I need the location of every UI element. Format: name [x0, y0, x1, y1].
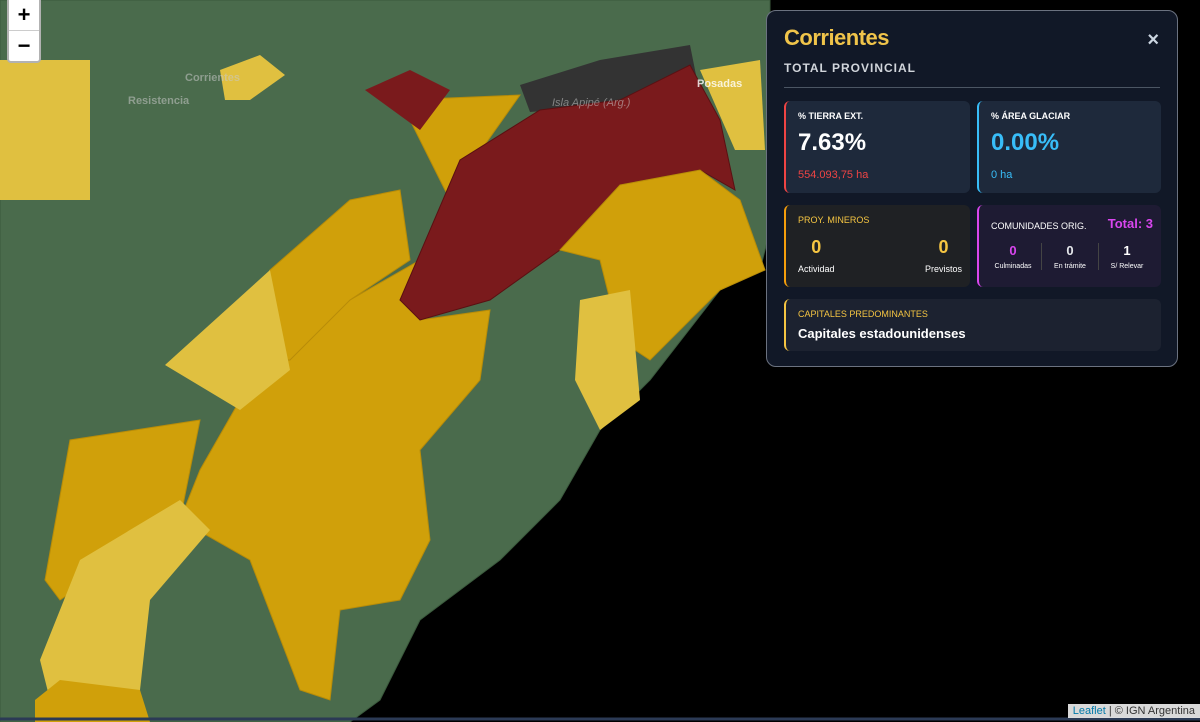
- stat: 0 Previstos: [925, 237, 962, 274]
- card-area: 554.093,75 ha: [798, 169, 869, 181]
- comunidades-card: COMUNIDADES ORIG. Total: 3 0 Culminadas …: [977, 205, 1161, 287]
- card-value: 7.63%: [798, 129, 867, 156]
- stat-label: En trámite: [1054, 263, 1086, 270]
- total: Total: 3: [1107, 216, 1153, 231]
- card-label: CAPITALES PREDOMINANTES: [798, 309, 928, 319]
- stat-value: 0: [938, 237, 949, 257]
- region: [220, 55, 285, 100]
- stat-value: 1: [1123, 243, 1131, 258]
- stats: 0 Culminadas 0 En trámite 1 S/ Relevar: [985, 243, 1155, 270]
- close-button[interactable]: ×: [1147, 29, 1159, 51]
- card-label: % TIERRA EXT.: [798, 111, 864, 121]
- card-value: Capitales estadounidenses: [798, 326, 966, 341]
- stat: 0 Culminadas: [985, 243, 1042, 270]
- stat: 0 Actividad: [798, 237, 835, 274]
- stat-value: 0: [811, 237, 822, 257]
- attribution: Leaflet | © IGN Argentina: [1067, 704, 1200, 718]
- zoom-out[interactable]: −: [9, 30, 39, 61]
- panel-subtitle: TOTAL PROVINCIAL: [784, 61, 1160, 88]
- stat-value: 0: [1066, 243, 1074, 258]
- region: [0, 60, 90, 200]
- info-panel: Corrientes × TOTAL PROVINCIAL % TIERRA E…: [766, 10, 1178, 367]
- map-label: Isla Apipé (Arg.): [552, 97, 631, 109]
- card-label: % ÁREA GLACIAR: [991, 111, 1071, 121]
- stat-label: S/ Relevar: [1110, 263, 1144, 270]
- tierra-card: % TIERRA EXT. 7.63% 554.093,75 ha: [784, 101, 970, 193]
- zoom-in[interactable]: +: [17, 2, 31, 27]
- card-label: PROY. MINEROS: [798, 215, 870, 225]
- region: [44, 419, 201, 601]
- stat: 1 S/ Relevar: [1099, 243, 1155, 270]
- region: [35, 680, 150, 722]
- region: [40, 500, 210, 700]
- stat-label: Culminadas: [994, 263, 1032, 270]
- card-value: 0.00%: [991, 129, 1060, 156]
- panel-title: Corrientes: [784, 25, 890, 50]
- map-label: Posadas: [697, 78, 743, 90]
- region: [399, 64, 736, 321]
- card-area: 0 ha: [991, 169, 1013, 181]
- stat-label: Actividad: [798, 264, 835, 274]
- leaflet-link[interactable]: Leaflet: [1072, 705, 1106, 717]
- region: [575, 290, 640, 430]
- stat-value: 0: [1009, 243, 1017, 258]
- stat-label: Previstos: [924, 264, 962, 274]
- capitales-card: CAPITALES PREDOMINANTES Capitales estado…: [784, 299, 1161, 351]
- map-label: Corrientes: [185, 72, 241, 84]
- region: [179, 94, 521, 701]
- region: [700, 60, 765, 150]
- attribution-text: | © IGN Argentina: [1108, 705, 1195, 717]
- zoom-control: + −: [7, 0, 41, 63]
- glaciar-card: % ÁREA GLACIAR 0.00% 0 ha: [977, 101, 1161, 193]
- region: [365, 70, 450, 130]
- card-label: COMUNIDADES ORIG.: [991, 221, 1087, 231]
- region: [165, 270, 290, 410]
- map-label: Resistencia: [128, 95, 190, 107]
- mineros-card: PROY. MINEROS 0 Actividad 0 Previstos: [784, 205, 970, 287]
- stat: 0 En trámite: [1042, 243, 1099, 270]
